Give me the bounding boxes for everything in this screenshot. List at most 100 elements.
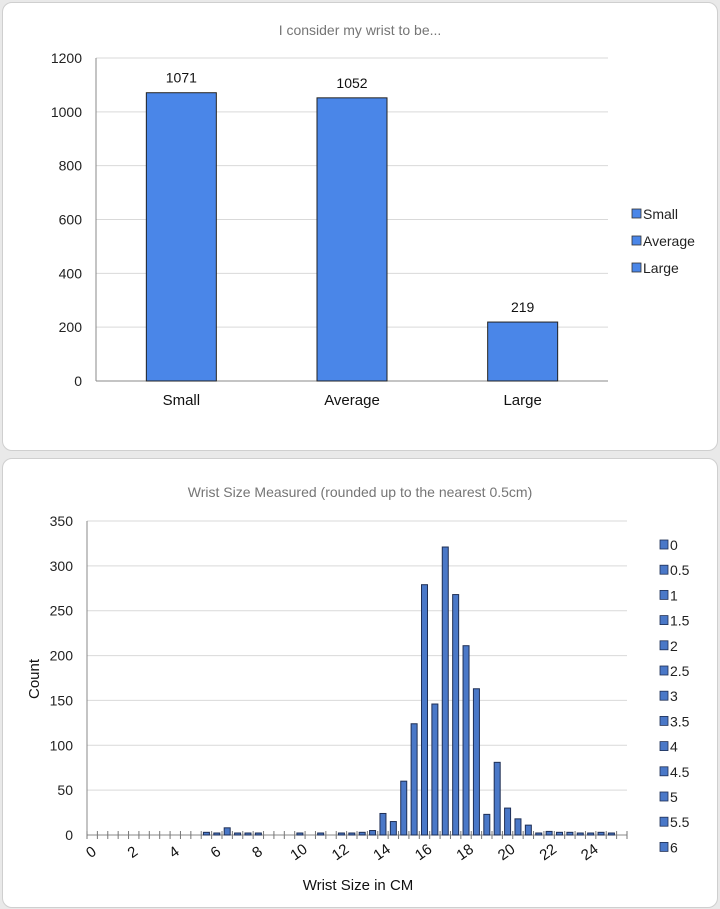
legend-label: Large bbox=[643, 260, 679, 276]
legend-swatch bbox=[659, 741, 669, 752]
bar bbox=[587, 832, 595, 836]
bar bbox=[556, 831, 563, 836]
x-tick-label: 4 bbox=[166, 843, 183, 862]
bar bbox=[535, 832, 543, 836]
bar bbox=[597, 831, 605, 836]
y-tick-label: 200 bbox=[59, 319, 83, 335]
legend-swatch bbox=[659, 665, 669, 676]
y-tick-label: 350 bbox=[50, 513, 74, 529]
legend-label: 5 bbox=[670, 789, 678, 805]
x-tick-label: 24 bbox=[578, 841, 601, 864]
legend-swatch bbox=[659, 715, 669, 726]
bar bbox=[369, 830, 377, 836]
x-tick-label: 14 bbox=[370, 841, 393, 864]
legend-label: 3.5 bbox=[670, 713, 690, 729]
bar bbox=[234, 832, 242, 836]
bar bbox=[421, 584, 428, 836]
bar bbox=[483, 813, 491, 836]
legend-label: 4 bbox=[670, 739, 678, 755]
bar bbox=[389, 821, 397, 836]
bar bbox=[410, 723, 418, 836]
bar bbox=[223, 827, 231, 836]
legend-swatch bbox=[659, 841, 669, 852]
y-tick-label: 1200 bbox=[51, 50, 82, 66]
legend-swatch bbox=[659, 690, 669, 701]
data-label: 1052 bbox=[336, 75, 367, 91]
bar bbox=[337, 832, 345, 836]
y-tick-label: 250 bbox=[50, 603, 74, 619]
bar bbox=[400, 780, 408, 836]
legend-swatch bbox=[659, 615, 669, 626]
bar bbox=[358, 831, 366, 836]
y-tick-label: 150 bbox=[50, 692, 74, 708]
y-tick-label: 200 bbox=[50, 648, 74, 664]
bar bbox=[202, 831, 210, 836]
y-tick-label: 1000 bbox=[51, 104, 82, 120]
bar bbox=[524, 824, 532, 836]
bar bbox=[462, 645, 470, 836]
bar bbox=[441, 546, 449, 836]
x-tick-label: 0 bbox=[83, 843, 100, 862]
bar bbox=[504, 807, 512, 836]
legend-swatch bbox=[659, 791, 669, 802]
x-tick-label: Large bbox=[503, 392, 541, 409]
data-label: 1071 bbox=[166, 70, 197, 86]
legend-swatch bbox=[631, 235, 642, 246]
x-tick-label: Average bbox=[324, 392, 380, 409]
x-tick-label: 10 bbox=[287, 841, 310, 864]
y-tick-label: 100 bbox=[50, 737, 74, 753]
bar bbox=[244, 832, 252, 836]
bar-small bbox=[145, 92, 217, 382]
legend-label: 6 bbox=[670, 839, 678, 855]
data-label: 219 bbox=[511, 299, 535, 315]
x-tick-label: 12 bbox=[329, 841, 352, 864]
chart-title: I consider my wrist to be... bbox=[279, 22, 442, 38]
bar bbox=[213, 832, 221, 836]
bar bbox=[607, 832, 615, 836]
legend-label: 5.5 bbox=[670, 814, 690, 830]
legend-swatch bbox=[659, 539, 669, 550]
bar bbox=[514, 818, 522, 836]
legend-label: 2 bbox=[670, 638, 678, 654]
y-tick-label: 600 bbox=[59, 212, 83, 228]
bar-large bbox=[487, 321, 559, 382]
wrist-size-chart-card: Wrist Size Measured (rounded up to the n… bbox=[2, 458, 718, 908]
legend-label: Small bbox=[643, 206, 678, 222]
legend-label: 4.5 bbox=[670, 764, 690, 780]
wrist-perception-chart-card: I consider my wrist to be... 0 200 400 600 80… bbox=[2, 2, 718, 451]
x-axis-title: Wrist Size in CM bbox=[303, 877, 414, 894]
x-tick-label: 2 bbox=[125, 843, 142, 862]
y-tick-label: 0 bbox=[74, 373, 82, 389]
bar bbox=[493, 761, 501, 836]
bar bbox=[296, 832, 304, 836]
x-tick-label: 20 bbox=[495, 841, 518, 864]
chart-svg: I consider my wrist to be... 0 200 400 600 80… bbox=[51, 22, 695, 409]
legend-swatch bbox=[631, 262, 642, 273]
y-tick-label: 400 bbox=[59, 265, 83, 281]
legend-label: 0 bbox=[670, 537, 678, 553]
x-tick-label: 16 bbox=[412, 841, 435, 864]
legend-label: Average bbox=[643, 233, 695, 249]
bar bbox=[545, 830, 553, 836]
legend-label: 2.5 bbox=[670, 663, 690, 679]
legend-swatch bbox=[659, 564, 669, 575]
legend-label: 1 bbox=[670, 587, 678, 603]
bar bbox=[472, 688, 480, 836]
y-tick-label: 0 bbox=[65, 827, 73, 843]
bar bbox=[379, 812, 387, 836]
bar-average bbox=[316, 97, 388, 382]
legend-swatch bbox=[659, 766, 669, 777]
bar bbox=[576, 832, 584, 836]
legend-swatch bbox=[631, 208, 642, 219]
chart-svg: Wrist Size Measured (rounded up to the n… bbox=[26, 484, 690, 894]
y-tick-label: 50 bbox=[57, 782, 73, 798]
x-tick-label: 6 bbox=[208, 843, 225, 862]
bar bbox=[254, 832, 262, 836]
x-tick-label: 22 bbox=[536, 841, 559, 864]
bar bbox=[348, 832, 356, 836]
x-tick-label: 8 bbox=[249, 843, 266, 862]
legend-swatch bbox=[659, 589, 669, 600]
legend-label: 0.5 bbox=[670, 562, 690, 578]
legend-swatch bbox=[659, 816, 669, 827]
y-axis-title: Count bbox=[26, 658, 43, 699]
